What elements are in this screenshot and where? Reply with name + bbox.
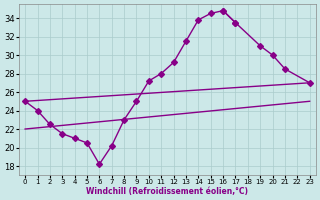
X-axis label: Windchill (Refroidissement éolien,°C): Windchill (Refroidissement éolien,°C) xyxy=(86,187,248,196)
